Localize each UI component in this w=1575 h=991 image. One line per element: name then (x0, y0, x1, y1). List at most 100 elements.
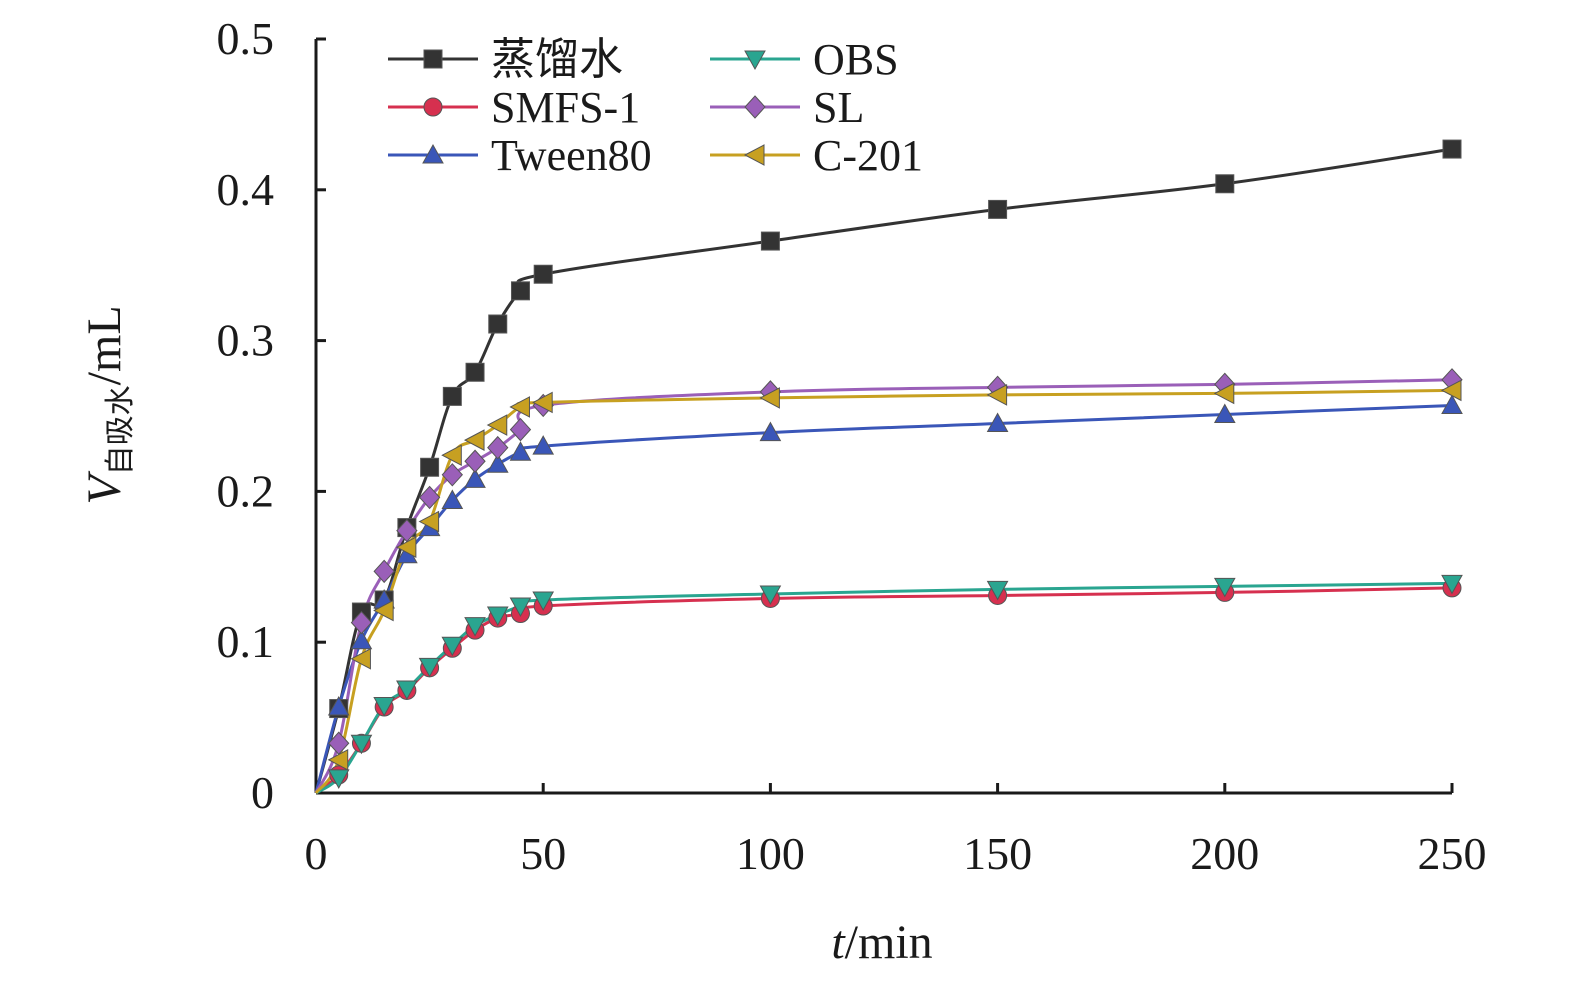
data-point (418, 657, 441, 678)
legend-marker (422, 143, 444, 164)
data-point (441, 636, 464, 657)
data-point (986, 384, 1008, 406)
data-point (418, 510, 440, 533)
data-point (532, 591, 555, 612)
data-point (395, 536, 417, 559)
data-point (488, 314, 508, 334)
y-axis-variable: V (78, 471, 131, 505)
data-point (373, 599, 394, 622)
data-point (486, 453, 509, 473)
data-point (327, 748, 349, 771)
legend-label: OBS (813, 35, 899, 84)
series-points-4 (327, 574, 1463, 789)
data-point (509, 441, 532, 461)
x-axis-title: t/min (831, 916, 932, 969)
data-point (759, 421, 782, 442)
data-point (759, 585, 782, 605)
x-axis-ticks: 0 50 100 150 200 250 (305, 783, 1487, 879)
data-point (988, 199, 1008, 219)
data-point (760, 231, 780, 251)
series-lines (314, 147, 1453, 795)
x-tick-label: 0 (305, 828, 328, 879)
legend-label: SMFS-1 (491, 83, 640, 132)
data-point (373, 559, 395, 584)
data-point (350, 610, 373, 635)
series-line-6 (314, 388, 1453, 794)
data-point (327, 769, 350, 789)
data-point (486, 414, 508, 436)
series-line-3 (314, 403, 1453, 794)
x-tick-label: 200 (1190, 828, 1259, 879)
legend-item: C-201 (710, 131, 923, 180)
y-tick-label: 0.2 (217, 465, 275, 516)
series-line-4 (315, 581, 1453, 795)
data-point (509, 597, 532, 618)
data-point (441, 444, 462, 467)
data-point (510, 281, 530, 301)
data-point (463, 429, 485, 451)
x-tick-label: 150 (963, 828, 1032, 879)
data-point (464, 617, 486, 637)
data-point (532, 435, 555, 455)
series-points-6 (327, 379, 1462, 771)
legend-marker (744, 95, 766, 119)
legend-marker (744, 50, 766, 71)
y-axis-unit: /mL (78, 305, 131, 385)
data-point (465, 362, 485, 382)
y-axis-ticks: 0 0.1 0.2 0.3 0.4 0.5 (217, 13, 326, 818)
data-point (464, 468, 486, 488)
legend-item: SL (710, 83, 864, 132)
data-point (986, 412, 1009, 433)
data-point (1441, 394, 1463, 414)
data-point (420, 457, 440, 477)
data-point (759, 387, 780, 409)
data-point (441, 463, 463, 487)
data-point (442, 386, 462, 406)
legend-label: 蒸馏水 (491, 35, 623, 84)
data-point (986, 580, 1009, 601)
data-point (1215, 174, 1235, 194)
series-line-5 (314, 378, 1453, 794)
data-point (441, 489, 464, 509)
data-point (1442, 139, 1462, 159)
data-point (373, 697, 396, 717)
data-point (533, 264, 553, 284)
data-point (509, 417, 532, 442)
x-axis-unit: /min (845, 916, 933, 969)
data-point (350, 629, 373, 650)
data-point (396, 680, 418, 700)
y-tick-label: 0.3 (217, 315, 275, 366)
legend-marker (423, 97, 443, 117)
y-axis-subscript: 自吸水 (104, 385, 137, 475)
legend-item: 蒸馏水 (388, 35, 623, 84)
data-point (327, 696, 350, 716)
x-axis-variable: t (831, 916, 846, 969)
y-tick-label: 0.5 (217, 13, 275, 64)
y-tick-label: 0.1 (217, 616, 275, 667)
data-point (1441, 574, 1463, 595)
legend-marker (743, 144, 765, 166)
legend-item: SMFS-1 (388, 83, 640, 132)
data-point (350, 734, 373, 755)
y-tick-label: 0 (251, 767, 274, 818)
data-point (532, 391, 553, 414)
data-point (1440, 379, 1462, 402)
legend-item: Tween80 (388, 131, 652, 180)
legend-label: C-201 (813, 131, 923, 180)
series-markers (327, 139, 1463, 789)
data-point (1213, 382, 1235, 405)
x-tick-label: 100 (736, 828, 805, 879)
data-point (487, 435, 509, 460)
y-tick-label: 0.4 (217, 164, 275, 215)
data-point (486, 606, 509, 627)
legend-label: Tween80 (491, 131, 652, 180)
y-axis-title: V自吸水/mL (78, 305, 137, 504)
x-tick-label: 250 (1418, 828, 1487, 879)
data-point (464, 449, 486, 473)
series-points-3 (327, 394, 1463, 716)
data-point (509, 396, 530, 418)
x-tick-label: 50 (520, 828, 566, 879)
